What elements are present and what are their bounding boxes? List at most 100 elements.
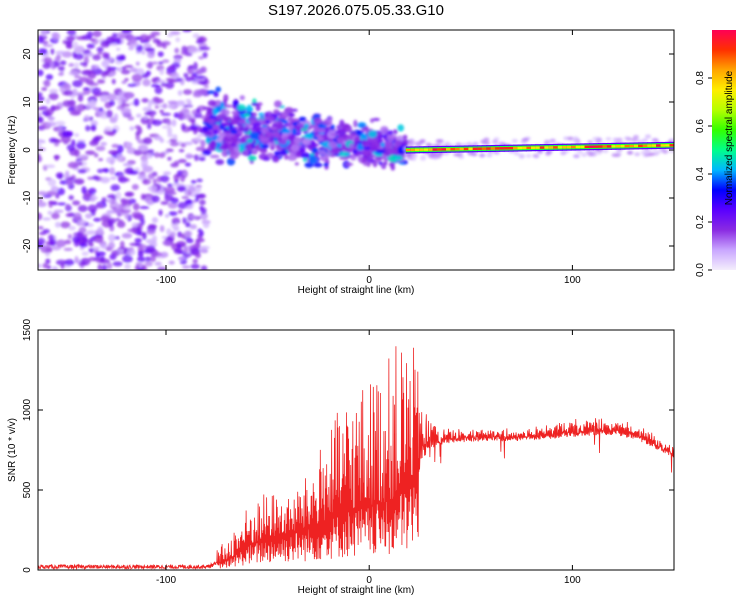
- spectrogram-cell: [144, 261, 153, 267]
- spectrogram-cell: [142, 78, 151, 87]
- spectrogram-cell: [74, 62, 79, 70]
- spectrogram-cell: [101, 264, 108, 270]
- spectrogram-cell: [89, 242, 94, 247]
- spectrogram-cell: [124, 192, 134, 197]
- spectrogram-cell: [225, 133, 235, 137]
- spectrogram-cell: [68, 225, 76, 231]
- spectrogram-cell: [296, 122, 305, 127]
- spectrogram-cell: [606, 145, 612, 148]
- spectrogram-cell: [69, 99, 75, 108]
- spectrogram-cell: [182, 30, 192, 33]
- spectrogram-cell: [77, 204, 88, 213]
- spectrogram-cell: [313, 125, 318, 133]
- spectrogram-y-label: Frequency (Hz): [7, 116, 18, 185]
- spectrogram-cell: [112, 261, 123, 267]
- spectrogram-cell: [110, 176, 117, 180]
- spectrogram-cell: [92, 30, 102, 38]
- spectrogram-cell: [175, 77, 183, 83]
- spectrogram-cell: [188, 186, 196, 192]
- spectrogram-cell: [590, 150, 597, 155]
- spectrogram-cell: [377, 138, 384, 143]
- spectrogram-cell: [486, 147, 492, 150]
- spectrogram-cell: [209, 140, 217, 148]
- spectrogram-y-tick-label: 10: [22, 96, 33, 108]
- spectrogram-cell: [60, 221, 71, 229]
- spectrogram-cell: [72, 80, 83, 88]
- spectrogram-cell: [192, 33, 200, 39]
- spectrogram-cell: [406, 156, 413, 161]
- spectrogram-cell: [121, 107, 132, 116]
- spectrogram-cell: [230, 130, 238, 134]
- spectrogram-cell: [129, 126, 135, 131]
- spectrogram-cell: [101, 60, 110, 68]
- spectrogram-cell: [189, 124, 198, 131]
- spectrogram-cell: [151, 195, 160, 203]
- spectrogram-cell: [295, 150, 302, 158]
- spectrogram-cell: [428, 154, 435, 159]
- spectrogram-cell: [65, 179, 73, 186]
- spectrogram-cell: [573, 154, 580, 159]
- spectrogram-cell: [110, 203, 118, 208]
- spectrogram-cell: [162, 43, 167, 49]
- spectrogram-cell: [102, 52, 108, 59]
- spectrogram-cell: [216, 113, 226, 120]
- spectrogram-cell: [437, 139, 444, 144]
- spectrogram-cell: [103, 168, 110, 173]
- spectrogram-cell: [660, 144, 666, 147]
- spectrogram-cell: [238, 119, 246, 125]
- spectrogram-cell: [118, 219, 124, 226]
- spectrogram-cell: [302, 138, 312, 146]
- spectrogram-cell: [88, 82, 99, 87]
- spectrogram-cell: [146, 228, 156, 235]
- spectrogram-cell: [567, 136, 574, 141]
- spectrogram-cell: [181, 265, 191, 269]
- spectrogram-cell: [75, 36, 87, 41]
- spectrogram-cell: [45, 97, 51, 105]
- spectrogram-cell: [641, 138, 648, 143]
- spectrogram-cell: [46, 190, 58, 196]
- spectrogram-cell: [311, 147, 319, 154]
- spectrogram-cell: [497, 141, 504, 146]
- spectrogram-cell: [388, 161, 395, 168]
- spectrogram-cell: [419, 138, 426, 143]
- spectrogram-cell: [312, 117, 323, 125]
- spectrogram-cell: [159, 68, 165, 76]
- spectrogram-cell: [195, 68, 204, 76]
- spectrogram-cell: [246, 104, 253, 112]
- spectrogram-cell: [152, 178, 157, 185]
- spectrogram-cell: [198, 56, 204, 60]
- spectrogram-cell: [228, 138, 239, 144]
- spectrogram-cell: [99, 91, 110, 96]
- spectrogram-cell: [108, 149, 119, 155]
- spectrogram-cell: [181, 107, 188, 115]
- spectrogram-cell: [195, 107, 201, 113]
- spectrogram-cell: [167, 127, 173, 135]
- spectrogram-cell: [38, 95, 45, 102]
- spectrogram-cell: [147, 50, 155, 59]
- spectrogram-cell: [128, 170, 139, 175]
- spectrogram-cell: [197, 133, 205, 138]
- spectrogram-cell: [164, 81, 175, 89]
- spectrogram-cell: [466, 141, 473, 146]
- spectrogram-cell: [159, 267, 165, 270]
- spectrogram-cell: [185, 222, 191, 228]
- spectrogram-cell: [166, 228, 172, 236]
- spectrogram-cell: [183, 72, 189, 78]
- spectrogram-cell: [160, 251, 169, 258]
- spectrogram-cell: [193, 136, 202, 142]
- spectrogram-cell: [139, 40, 150, 44]
- spectrogram-cell: [113, 113, 119, 121]
- spectrogram-cell: [137, 174, 147, 181]
- spectrogram-cell: [124, 263, 131, 270]
- spectrogram-cell: [592, 136, 599, 141]
- spectrogram-cell: [68, 71, 80, 76]
- spectrogram-cell: [209, 154, 220, 159]
- spectrogram-cell: [269, 126, 278, 130]
- spectrogram-cell: [147, 99, 153, 108]
- spectrogram-cell: [132, 202, 140, 211]
- spectrogram-cell: [183, 246, 189, 253]
- spectrogram-cell: [581, 152, 588, 157]
- spectrogram-cell: [330, 124, 335, 131]
- spectrogram-cell: [265, 120, 270, 124]
- spectrogram-cell: [107, 93, 117, 101]
